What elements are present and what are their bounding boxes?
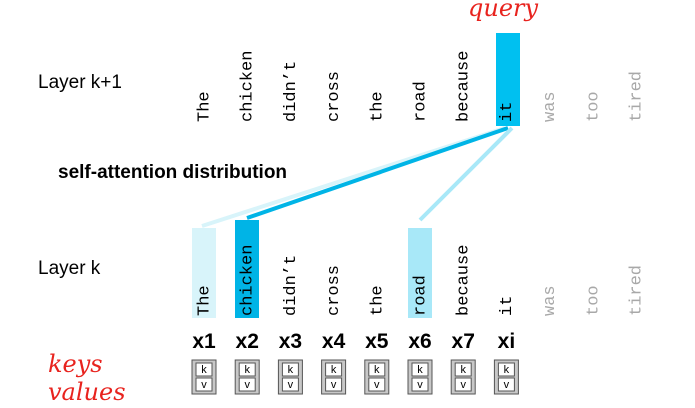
value: v — [374, 379, 380, 391]
token: cross — [325, 265, 344, 316]
key: k — [201, 364, 207, 376]
key: k — [288, 364, 294, 376]
kv-box — [411, 377, 429, 392]
token: was — [541, 91, 560, 122]
kv-box — [497, 362, 515, 377]
kv-box — [325, 377, 343, 392]
attention-line — [418, 126, 514, 222]
token: the — [368, 285, 387, 316]
key: k — [331, 364, 337, 376]
value: v — [417, 379, 423, 391]
attention-highlight — [192, 228, 216, 318]
token: chicken — [239, 51, 258, 122]
x-label: xi — [498, 330, 516, 353]
token: The — [195, 91, 214, 122]
token: it — [498, 102, 517, 122]
caption: self-attention distribution — [58, 162, 287, 183]
token: because — [455, 245, 474, 316]
kv-box — [281, 362, 299, 377]
kv-box — [325, 362, 343, 377]
value: v — [460, 379, 466, 391]
kv-box — [195, 377, 213, 392]
attention-highlight — [235, 220, 259, 318]
key: k — [244, 364, 250, 376]
token: was — [541, 285, 560, 316]
key: k — [504, 364, 510, 376]
kv-box — [368, 377, 386, 392]
key: k — [417, 364, 423, 376]
key: k — [460, 364, 466, 376]
value: v — [331, 379, 337, 391]
layer-label: Layer k — [38, 258, 101, 279]
x-label: x6 — [408, 330, 431, 353]
token: the — [368, 91, 387, 122]
value: v — [288, 379, 294, 391]
token: tired — [627, 265, 646, 316]
kv-box — [238, 362, 256, 377]
query-label: query — [468, 0, 538, 22]
token: didn’t — [282, 61, 301, 122]
value: v — [201, 379, 207, 391]
token: road — [411, 275, 430, 316]
layer-label: Layer k+1 — [38, 72, 122, 93]
token: too — [584, 285, 603, 316]
x-label: x2 — [236, 330, 259, 353]
query-highlight — [496, 33, 520, 126]
kv-box — [195, 362, 213, 377]
token: too — [584, 91, 603, 122]
attention-line — [246, 126, 509, 220]
x-label: x4 — [322, 330, 346, 353]
value: v — [244, 379, 250, 391]
kv-box — [238, 377, 256, 392]
token: The — [195, 285, 214, 316]
token: didn’t — [282, 255, 301, 316]
kv-box — [411, 362, 429, 377]
token: chicken — [239, 245, 258, 316]
x-label: x5 — [365, 330, 389, 353]
x-label: x3 — [279, 330, 302, 353]
token: road — [411, 81, 430, 122]
kv-box — [454, 362, 472, 377]
kv-box — [454, 377, 472, 392]
x-label: x1 — [192, 330, 216, 353]
token: tired — [627, 71, 646, 122]
value: v — [504, 379, 510, 391]
token: because — [455, 51, 474, 122]
attention-highlight — [408, 228, 432, 318]
token: cross — [325, 71, 344, 122]
kv-box — [368, 362, 386, 377]
x-label: x7 — [452, 330, 475, 353]
values-label: values — [48, 378, 126, 406]
token: it — [498, 296, 517, 316]
key: k — [374, 364, 380, 376]
kv-box — [281, 377, 299, 392]
keys-label: keys — [48, 350, 103, 378]
kv-box — [497, 377, 515, 392]
